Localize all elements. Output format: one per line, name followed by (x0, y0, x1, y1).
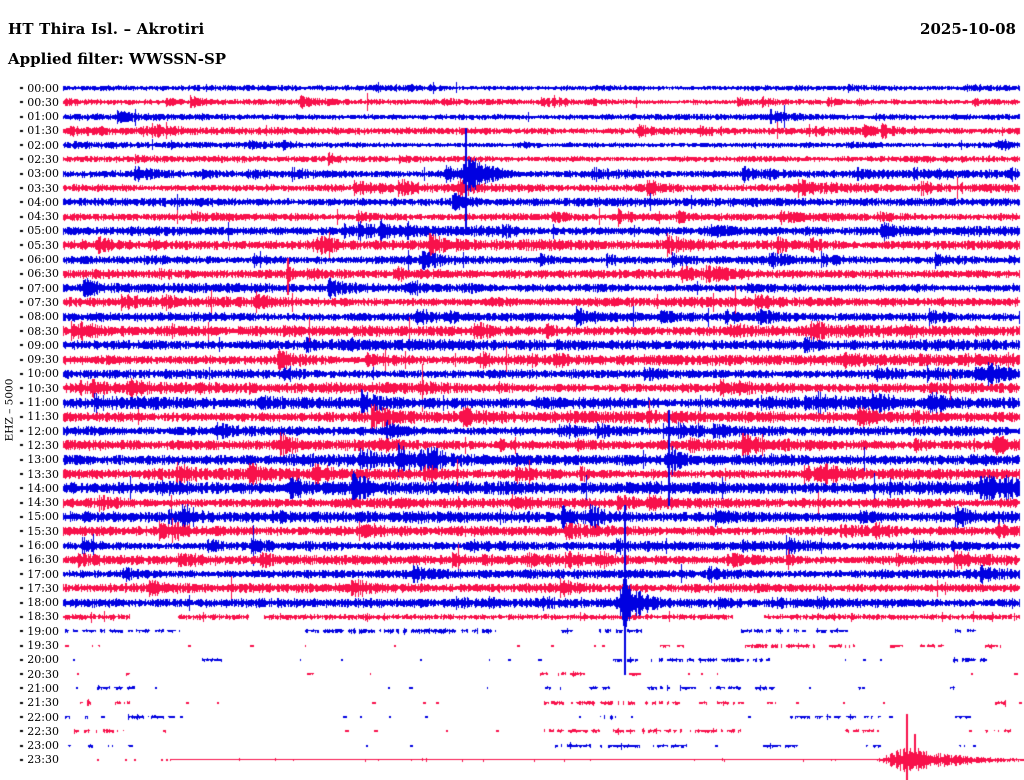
helicorder-page: HT Thira Isl. – Akrotiri 2025-10-08 Appl… (0, 0, 1024, 780)
helicorder-canvas (0, 0, 1024, 780)
